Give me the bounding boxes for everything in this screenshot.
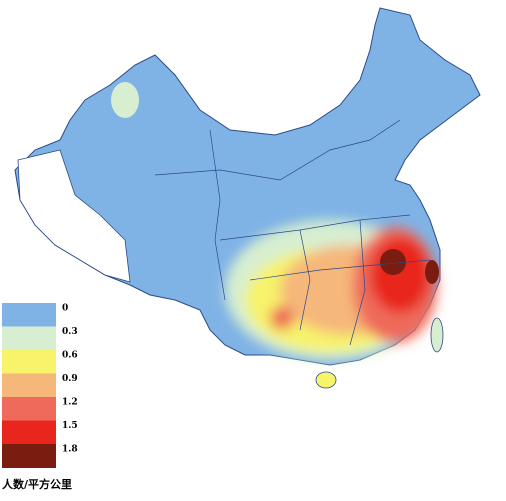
zone-red <box>370 237 430 313</box>
sparse-region <box>17 149 131 283</box>
legend-swatch <box>2 397 56 421</box>
legend-swatch <box>2 350 56 374</box>
hainan <box>315 371 337 389</box>
legend-swatch <box>2 420 56 445</box>
border <box>154 119 431 346</box>
legend-label: 0.3 <box>62 327 78 337</box>
legend: 0 0.3 0.6 0.9 1.2 1.5 1.8 人数/平方公里 <box>2 303 78 491</box>
hotspot <box>425 260 439 284</box>
province-borders <box>154 119 431 346</box>
hotspot <box>380 249 406 275</box>
green-patch <box>111 82 139 118</box>
zone-red-sw <box>270 306 294 330</box>
legend-label: 1.2 <box>62 398 78 408</box>
legend-swatch <box>2 326 56 351</box>
legend-swatch <box>2 373 56 398</box>
legend-label: 0 <box>62 304 68 314</box>
legend-swatch <box>2 303 56 327</box>
legend-swatch <box>2 444 56 468</box>
legend-label: 1.8 <box>62 445 78 455</box>
legend-label: 0.6 <box>62 351 78 361</box>
country <box>14 7 481 389</box>
legend-label: 0.9 <box>62 374 78 384</box>
legend-label: 1.5 <box>62 421 78 431</box>
taiwan <box>430 317 444 353</box>
density-gradient <box>225 220 437 360</box>
legend-unit: 人数/平方公里 <box>2 477 72 491</box>
